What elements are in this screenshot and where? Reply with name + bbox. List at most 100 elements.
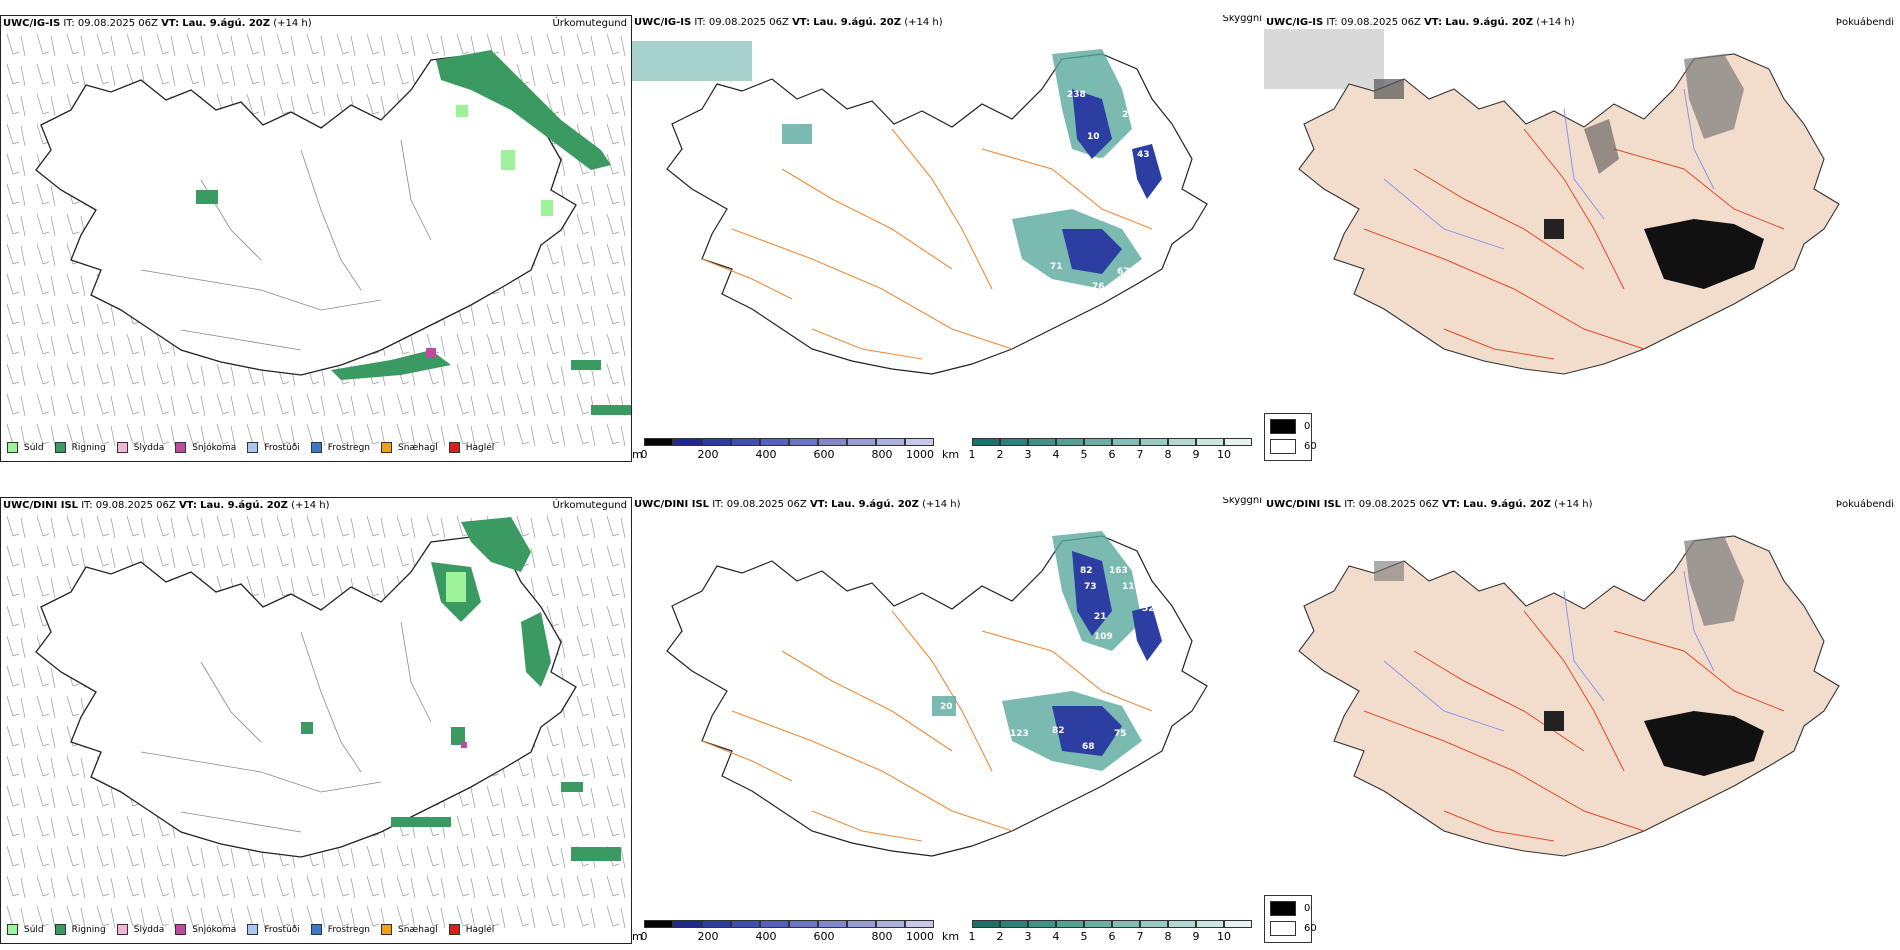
cloud-value-label: 10 — [994, 255, 1007, 265]
cloud-value-label: 67 — [1117, 267, 1130, 277]
colorbar-segment — [1084, 920, 1112, 928]
cloud-value-label: 21 — [1094, 612, 1107, 622]
panel-title: UWC/IG-IS IT: 09.08.2025 06Z VT: Lau. 9.… — [1266, 17, 1575, 28]
legend-item: Frostregn — [310, 924, 370, 935]
iceland-outline — [666, 53, 1208, 375]
colorbar-segment — [1196, 920, 1224, 928]
vis-tick: 9 — [1192, 448, 1200, 461]
colorbar-segment — [644, 920, 673, 928]
legend-item: Rigning — [54, 442, 106, 453]
fog-legend-item: 60 — [1270, 921, 1317, 936]
colorbar-segment — [673, 438, 702, 446]
colorbar-segment — [876, 438, 905, 446]
ceiling-colorbar: m 0 200 400 600 800 1000 — [632, 920, 937, 944]
colorbar-segment — [1084, 438, 1112, 446]
ceiling-colorbar: m 0 200 400 600 800 1000 — [632, 438, 937, 462]
colorbar-segment — [1140, 438, 1168, 446]
vis-tick: 9 — [1192, 930, 1200, 943]
ceiling-tick: 400 — [755, 448, 777, 461]
legend-item: Súld — [7, 924, 44, 935]
colorbar-segment — [1112, 438, 1140, 446]
precip-title: Úrkomutegund — [552, 18, 627, 29]
fog-legend: 0 60 — [1264, 895, 1317, 943]
cloud-value-label: 109 — [1094, 632, 1113, 642]
colorbar-segment — [789, 438, 818, 446]
colorbar-segment — [1056, 920, 1084, 928]
fog-title: Þokuábendi — [1835, 499, 1894, 510]
legend-item: Slydda — [116, 924, 164, 935]
vis-tick: 2 — [996, 930, 1004, 943]
fog-title: Þokuábendi — [1835, 17, 1894, 28]
colorbar-segment — [731, 920, 760, 928]
colorbar-segment — [1000, 438, 1028, 446]
ceiling-tick: 200 — [697, 448, 719, 461]
colorbar-segment — [789, 920, 818, 928]
legend-item: Snæhagl — [381, 442, 438, 453]
fog-legend: 0 60 — [1264, 413, 1317, 461]
vis-unit: km — [942, 448, 960, 461]
cloud-value-label: 20 — [1092, 157, 1105, 167]
precip-map-top — [1, 30, 631, 450]
colorbar-segment — [1196, 438, 1224, 446]
colorbar-segment — [1028, 438, 1056, 446]
colorbar-segment — [876, 920, 905, 928]
iceland-outline — [1298, 53, 1840, 375]
vis-tick: 1 — [968, 930, 976, 943]
panel-title: UWC/IG-IS IT: 09.08.2025 06Z VT: Lau. 9.… — [634, 17, 943, 28]
vis-tick: 8 — [1164, 448, 1172, 461]
cloud-value-label: 75 — [1114, 729, 1127, 739]
colorbar-segment — [847, 920, 876, 928]
colorbar-segment — [1224, 438, 1252, 446]
colorbar-segment — [760, 920, 789, 928]
vis-tick: 6 — [1108, 930, 1116, 943]
ceiling-tick: 1000 — [906, 930, 934, 943]
vis-tick: 2 — [996, 448, 1004, 461]
colorbar-segment — [1000, 920, 1028, 928]
ceiling-tick: 1000 — [906, 448, 934, 461]
fog-panel-top: UWC/IG-IS IT: 09.08.2025 06Z VT: Lau. 9.… — [1264, 15, 1900, 462]
colorbar-segment — [818, 438, 847, 446]
vis-tick: 3 — [1024, 448, 1032, 461]
legend-item: Haglél — [448, 924, 494, 935]
vis-unit: km — [942, 930, 960, 943]
cloud-value-label: 238 — [1067, 90, 1086, 100]
colorbar-segment — [818, 920, 847, 928]
ceiling-tick: 600 — [813, 930, 835, 943]
ceiling-tick: 0 — [640, 930, 648, 943]
cloud-value-label: 82 — [1080, 566, 1093, 576]
cloud-panel-top: UWC/IG-IS IT: 09.08.2025 06Z VT: Lau. 9.… — [632, 15, 1262, 462]
legend-item: Slydda — [116, 442, 164, 453]
colorbar-segment — [972, 438, 1000, 446]
colorbar-segment — [972, 920, 1000, 928]
colorbar-segment — [1168, 920, 1196, 928]
legend-item: Frostúði — [247, 442, 300, 453]
cloud-value-label: 52 — [1142, 604, 1155, 614]
vis-tick: 3 — [1024, 930, 1032, 943]
cloud-value-label: 82 — [1052, 726, 1065, 736]
fog-map-top — [1264, 29, 1840, 375]
vis-tick: 10 — [1217, 930, 1231, 943]
colorbar-segment — [1056, 438, 1084, 446]
cloud-value-label: 109 — [1017, 270, 1036, 280]
vis-tick: 5 — [1080, 448, 1088, 461]
legend-item: Frostúði — [247, 924, 300, 935]
precip-map-bottom — [1, 512, 631, 932]
precip-panel-top: UWC/IG-IS IT: 09.08.2025 06Z VT: Lau. 9.… — [0, 15, 632, 462]
panel-title: UWC/DINI ISL IT: 09.08.2025 06Z VT: Lau.… — [3, 500, 330, 511]
panel-title: UWC/DINI ISL IT: 09.08.2025 06Z VT: Lau.… — [1266, 499, 1593, 510]
legend-item: Snæhagl — [381, 924, 438, 935]
vis-tick: 1 — [968, 448, 976, 461]
legend-item: Snjókoma — [175, 924, 236, 935]
colorbar-segment — [847, 438, 876, 446]
colorbar-segment — [1028, 920, 1056, 928]
cloud-panel-bottom: UWC/DINI ISL IT: 09.08.2025 06Z VT: Lau.… — [632, 497, 1262, 944]
cloud-value-label: 11 — [1122, 582, 1135, 592]
vis-tick: 6 — [1108, 448, 1116, 461]
vis-tick: 4 — [1052, 930, 1060, 943]
fog-map-bottom — [1298, 535, 1840, 857]
ceiling-tick: 600 — [813, 448, 835, 461]
colorbar-segment — [905, 438, 934, 446]
colorbar-segment — [1224, 920, 1252, 928]
colorbar-segment — [1140, 920, 1168, 928]
colorbar-segment — [1112, 920, 1140, 928]
